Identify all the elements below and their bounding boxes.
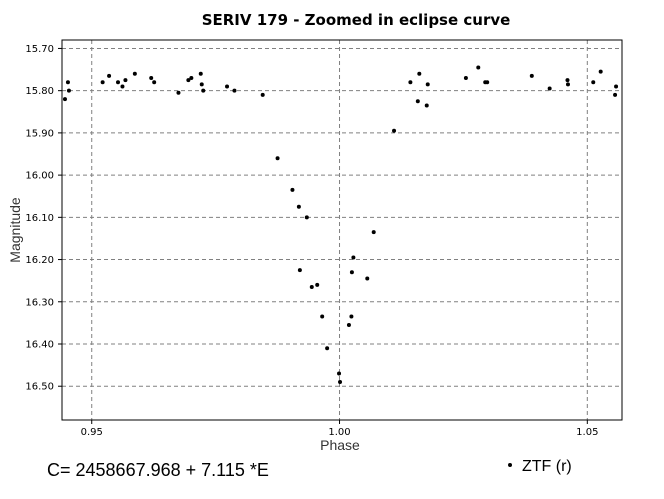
data-point [351,255,356,260]
ephemeris-formula: C= 2458667.968 + 7.115 *E [47,460,269,480]
data-point [275,156,280,161]
data-point [62,97,67,102]
data-point [290,187,295,192]
data-point [199,82,204,87]
data-point [201,88,206,93]
data-point [365,276,370,281]
data-point [189,76,194,80]
data-point [260,92,265,97]
plot-area-frame [61,39,623,421]
data-point [547,86,552,91]
x-tick-label: 1.05 [576,427,598,438]
data-point [346,323,351,327]
y-tick-label: 15.70 [25,44,54,55]
y-tick-label: 16.40 [25,340,54,351]
data-point [463,76,468,80]
data-point [417,71,422,76]
chart-title: SERIV 179 - Zoomed in eclipse curve [202,11,511,29]
data-point [107,73,112,78]
data-point [123,78,128,83]
data-point [297,268,302,273]
data-point [424,103,429,108]
data-point [337,371,342,376]
y-tick-label: 16.30 [25,297,54,308]
grid-lines [62,40,622,420]
axis-ticks [58,47,588,424]
y-tick-label: 16.00 [25,171,54,182]
y-tick-label: 16.50 [25,382,54,393]
data-point [591,80,596,85]
data-point [296,204,301,209]
data-point [176,90,181,95]
data-point [614,84,619,89]
data-point [186,78,191,83]
y-tick-label: 16.20 [25,255,54,266]
data-point [349,270,354,275]
data-point [65,80,70,85]
y-axis-title: Magnitude [7,197,23,263]
data-point [425,82,430,87]
data-point [132,71,137,76]
x-axis-title: Phase [320,437,360,453]
data-point [304,215,309,220]
data-point [152,80,157,85]
data-point [338,380,343,384]
data-point [598,69,603,74]
data-point [149,76,154,80]
legend: ZTF (r) [508,458,572,475]
data-point [408,80,413,85]
data-point [100,80,105,85]
y-tick-label: 16.10 [25,213,54,224]
data-points [62,65,619,384]
data-point [371,230,376,235]
legend-marker [508,463,512,467]
data-point [565,78,570,83]
y-tick-label: 15.80 [25,86,54,97]
data-point [120,84,125,89]
data-point [565,82,570,87]
data-point [529,73,534,78]
x-tick-labels: 0.95 1.00 1.05 [81,427,599,438]
y-tick-label: 15.90 [25,128,54,139]
x-tick-label: 0.95 [81,427,103,438]
data-point [320,314,325,319]
data-point [485,80,490,85]
data-point [392,128,397,133]
data-point [476,65,481,70]
data-point [325,346,330,351]
data-point [225,84,230,89]
data-point [315,282,320,287]
data-point [66,88,71,93]
data-point [613,92,618,97]
data-point [232,88,237,93]
legend-label: ZTF (r) [522,458,572,475]
data-point [349,314,354,319]
data-point [116,80,120,85]
data-point [198,71,203,76]
y-tick-labels: 15.70 15.80 15.90 16.00 16.10 16.20 16.30 16.40… [25,44,54,393]
data-point [309,285,314,289]
x-tick-label: 1.00 [328,427,350,438]
data-point [415,99,420,104]
